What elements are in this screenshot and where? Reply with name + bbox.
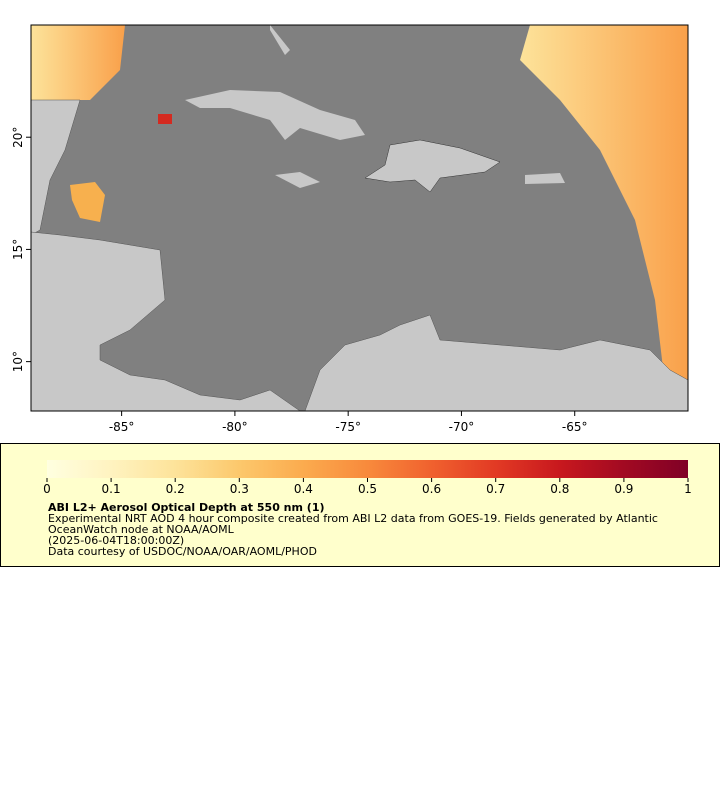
- aerosol-patch: [520, 25, 688, 411]
- x-tick-label: -75°: [335, 420, 361, 434]
- land: [185, 90, 365, 140]
- y-tick-label: 15°: [11, 239, 25, 260]
- aerosol-patch: [31, 25, 125, 105]
- colorbar-tick-label: 0.8: [550, 482, 569, 496]
- land: [525, 173, 565, 184]
- land: [31, 231, 301, 411]
- x-tick-label: -80°: [222, 420, 248, 434]
- land: [364, 139, 501, 193]
- colorbar-tick-label: 1: [684, 482, 692, 496]
- land: [31, 99, 81, 236]
- y-tick-label: 20°: [11, 127, 25, 148]
- colorbar-tick-label: 0.1: [102, 482, 121, 496]
- land: [304, 314, 688, 411]
- colorbar: [47, 460, 688, 478]
- x-tick-label: -70°: [449, 420, 475, 434]
- aerosol-patch: [70, 182, 105, 222]
- colorbar-tick-label: 0.5: [358, 482, 377, 496]
- legend-line: Data courtesy of USDOC/NOAA/OAR/AOML/PHO…: [48, 545, 317, 558]
- map: [31, 25, 688, 411]
- legend-line: OceanWatch node at NOAA/AOML: [48, 523, 235, 536]
- x-tick-label: -85°: [109, 420, 135, 434]
- legend-line: (2025-06-04T18:00:00Z): [48, 534, 184, 547]
- land: [275, 172, 320, 188]
- colorbar-tick-label: 0.9: [614, 482, 633, 496]
- colorbar-tick-label: 0.3: [230, 482, 249, 496]
- colorbar-tick-label: 0.2: [166, 482, 185, 496]
- legend-title: ABI L2+ Aerosol Optical Depth at 550 nm …: [48, 501, 325, 514]
- y-tick-label: 10°: [11, 351, 25, 372]
- legend-line: Experimental NRT AOD 4 hour composite cr…: [48, 512, 658, 525]
- colorbar-tick-label: 0.6: [422, 482, 441, 496]
- aerosol-patch: [158, 114, 172, 124]
- map-frame: [30, 24, 689, 412]
- x-tick-label: -65°: [562, 420, 588, 434]
- colorbar-tick-label: 0.4: [294, 482, 313, 496]
- colorbar-tick-label: 0: [43, 482, 51, 496]
- land: [270, 25, 290, 55]
- colorbar-tick-label: 0.7: [486, 482, 505, 496]
